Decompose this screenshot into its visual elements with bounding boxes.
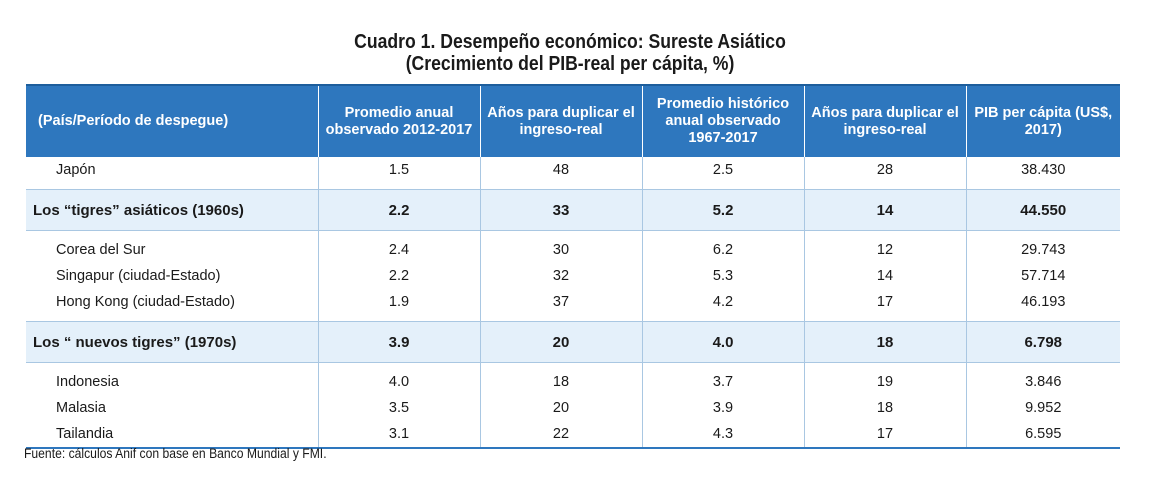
table-row: Japón 1.5 48 2.5 28 38.430 bbox=[26, 157, 1120, 183]
cell-years-double-2: 18 bbox=[803, 321, 966, 363]
table-title: Cuadro 1. Desempeño económico: Sureste A… bbox=[354, 31, 786, 53]
country-name: Malasia bbox=[56, 400, 106, 416]
table-row: Corea del Sur 2.4 30 6.2 12 29.743 bbox=[26, 237, 1120, 263]
cell-avg-2012-2017: 4.0 bbox=[317, 369, 480, 395]
group-row: Los “ nuevos tigres” (1970s) 3.9 20 4.0 … bbox=[26, 321, 1120, 363]
country-name: Japón bbox=[56, 162, 96, 178]
cell-avg-2012-2017: 2.2 bbox=[317, 189, 480, 231]
cell-avg-2012-2017: 2.4 bbox=[317, 237, 480, 263]
table-row: Indonesia 4.0 18 3.7 19 3.846 bbox=[26, 369, 1120, 395]
cell-gdp-per-capita: 46.193 bbox=[965, 289, 1120, 315]
cell-avg-2012-2017: 3.1 bbox=[317, 421, 480, 449]
header-avg-2012-2017: Promedio anual observado 2012-2017 bbox=[317, 84, 480, 157]
header-row: (País/Período de despegue) Promedio anua… bbox=[26, 84, 1120, 157]
cell-years-double-1: 30 bbox=[479, 237, 642, 263]
cell-avg-1967-2017: 4.2 bbox=[641, 289, 804, 315]
cell-gdp-per-capita: 6.595 bbox=[965, 421, 1120, 449]
cell-gdp-per-capita: 38.430 bbox=[965, 157, 1120, 183]
table-subtitle: (Crecimiento del PIB-real per cápita, %) bbox=[405, 53, 735, 75]
cell-years-double-1: 37 bbox=[479, 289, 642, 315]
row-spacer bbox=[26, 230, 1120, 237]
cell-years-double-1: 20 bbox=[479, 321, 642, 363]
row-spacer bbox=[26, 362, 1120, 369]
cell-years-double-1: 48 bbox=[479, 157, 642, 183]
country-name: Singapur (ciudad-Estado) bbox=[56, 268, 221, 284]
cell-avg-1967-2017: 3.7 bbox=[641, 369, 804, 395]
cell-gdp-per-capita: 29.743 bbox=[965, 237, 1120, 263]
cell-gdp-per-capita: 9.952 bbox=[965, 395, 1120, 421]
cell-years-double-1: 33 bbox=[479, 189, 642, 231]
cell-years-double-1: 22 bbox=[479, 421, 642, 449]
source-note: Fuente: cálculos Anif con base en Banco … bbox=[24, 446, 327, 461]
header-gdp-per-capita: PIB per cápita (US$, 2017) bbox=[965, 84, 1120, 157]
cell-gdp-per-capita: 44.550 bbox=[965, 189, 1120, 231]
header-years-double-1: Años para duplicar el ingreso-real bbox=[479, 84, 642, 157]
data-table: (País/Período de despegue) Promedio anua… bbox=[26, 84, 1120, 449]
cell-years-double-2: 14 bbox=[803, 189, 966, 231]
cell-avg-1967-2017: 6.2 bbox=[641, 237, 804, 263]
cell-years-double-1: 18 bbox=[479, 369, 642, 395]
cell-avg-2012-2017: 3.9 bbox=[317, 321, 480, 363]
cell-years-double-2: 14 bbox=[803, 263, 966, 289]
country-name: Corea del Sur bbox=[56, 242, 146, 258]
cell-gdp-per-capita: 3.846 bbox=[965, 369, 1120, 395]
table-row: Singapur (ciudad-Estado) 2.2 32 5.3 14 5… bbox=[26, 263, 1120, 289]
cell-years-double-2: 19 bbox=[803, 369, 966, 395]
cell-years-double-1: 20 bbox=[479, 395, 642, 421]
country-name: Indonesia bbox=[56, 374, 119, 390]
cell-years-double-2: 18 bbox=[803, 395, 966, 421]
cell-gdp-per-capita: 57.714 bbox=[965, 263, 1120, 289]
cell-avg-1967-2017: 5.3 bbox=[641, 263, 804, 289]
group-name: Los “tigres” asiáticos (1960s) bbox=[26, 189, 318, 231]
row-spacer bbox=[26, 183, 1120, 190]
group-row: Los “tigres” asiáticos (1960s) 2.2 33 5.… bbox=[26, 189, 1120, 231]
cell-avg-1967-2017: 3.9 bbox=[641, 395, 804, 421]
cell-avg-2012-2017: 1.9 bbox=[317, 289, 480, 315]
row-spacer bbox=[26, 315, 1120, 322]
cell-years-double-2: 12 bbox=[803, 237, 966, 263]
cell-avg-1967-2017: 5.2 bbox=[641, 189, 804, 231]
cell-avg-1967-2017: 4.3 bbox=[641, 421, 804, 449]
cell-gdp-per-capita: 6.798 bbox=[965, 321, 1120, 363]
header-years-double-2: Años para duplicar el ingreso-real bbox=[803, 84, 966, 157]
table-row: Hong Kong (ciudad-Estado) 1.9 37 4.2 17 … bbox=[26, 289, 1120, 315]
cell-years-double-2: 17 bbox=[803, 289, 966, 315]
cell-avg-1967-2017: 2.5 bbox=[641, 157, 804, 183]
country-name: Tailandia bbox=[26, 421, 318, 449]
group-name: Los “ nuevos tigres” (1970s) bbox=[26, 321, 318, 363]
cell-years-double-2: 17 bbox=[803, 421, 966, 449]
table-row: Malasia 3.5 20 3.9 18 9.952 bbox=[26, 395, 1120, 421]
cell-avg-2012-2017: 1.5 bbox=[317, 157, 480, 183]
country-name: Hong Kong (ciudad-Estado) bbox=[56, 294, 235, 310]
header-avg-1967-2017: Promedio histórico anual observado 1967-… bbox=[641, 84, 804, 157]
cell-years-double-2: 28 bbox=[803, 157, 966, 183]
cell-years-double-1: 32 bbox=[479, 263, 642, 289]
cell-avg-2012-2017: 2.2 bbox=[317, 263, 480, 289]
header-country-period: (País/Período de despegue) bbox=[26, 84, 318, 157]
table-row: Tailandia 3.1 22 4.3 17 6.595 bbox=[26, 421, 1120, 449]
cell-avg-2012-2017: 3.5 bbox=[317, 395, 480, 421]
cell-avg-1967-2017: 4.0 bbox=[641, 321, 804, 363]
